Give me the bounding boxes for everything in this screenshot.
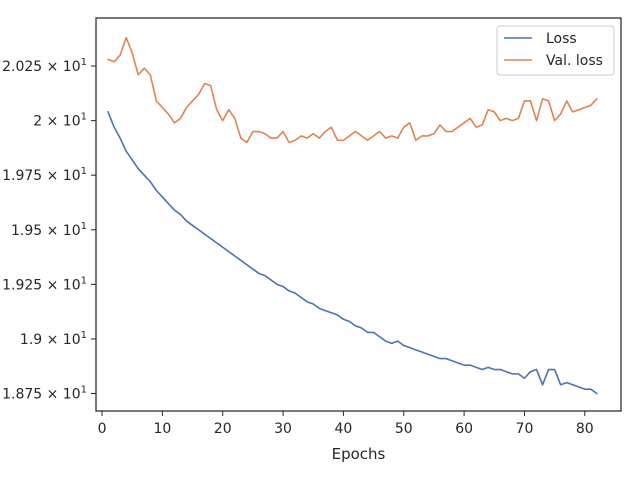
- legend-label-val-loss: Val. loss: [546, 53, 603, 69]
- x-tick-label: 40: [334, 421, 352, 437]
- x-tick-label: 60: [455, 421, 473, 437]
- x-tick-label: 30: [274, 421, 292, 437]
- y-tick-label: 2.025 × 101: [2, 57, 87, 75]
- legend-label-loss: Loss: [546, 31, 577, 47]
- series-line-val-loss: [107, 36, 598, 144]
- y-tick-label: 1.975 × 101: [2, 166, 87, 184]
- y-tick-label: 2 × 101: [33, 112, 87, 130]
- series-layer: [107, 36, 598, 395]
- y-axis: 1.875 × 101 1.9 × 101 1.925 × 101 1.95 × 10…: [2, 57, 96, 403]
- x-tick-label: 10: [153, 421, 171, 437]
- x-tick-label: 70: [516, 421, 534, 437]
- x-tick-label: 80: [576, 421, 594, 437]
- plot-frame: [95, 17, 622, 412]
- y-tick-label: 1.925 × 101: [2, 275, 87, 293]
- y-tick-label: 1.875 × 101: [2, 385, 87, 403]
- x-axis: 0 10 20 30 40 50 60 70 80: [98, 411, 594, 437]
- series-line-loss: [107, 111, 598, 395]
- legend: Loss Val. loss: [496, 25, 615, 76]
- y-tick-label: 1.95 × 101: [11, 221, 87, 239]
- x-axis-label: Epochs: [332, 445, 386, 463]
- x-tick-label: 20: [214, 421, 232, 437]
- x-tick-label: 0: [98, 421, 107, 437]
- x-tick-label: 50: [395, 421, 413, 437]
- y-tick-label: 1.9 × 101: [20, 330, 87, 348]
